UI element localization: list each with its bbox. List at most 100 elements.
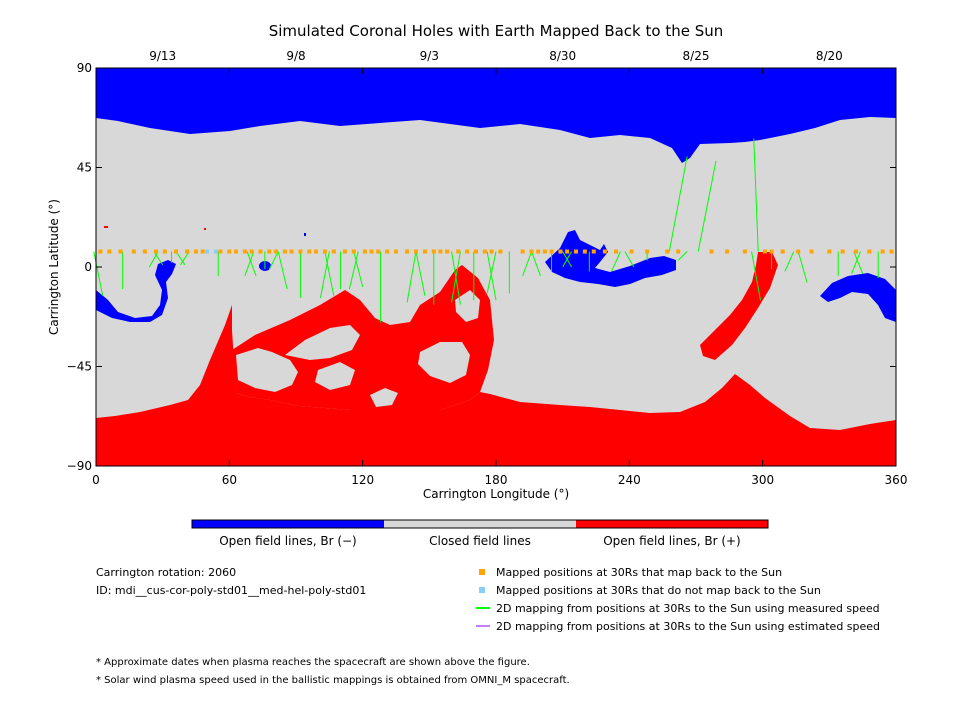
mapped-point bbox=[549, 249, 554, 254]
mapped-point bbox=[558, 249, 563, 254]
note-dates: * Approximate dates when plasma reaches … bbox=[96, 657, 530, 668]
mapped-point bbox=[769, 249, 774, 254]
mapping-line bbox=[415, 251, 426, 296]
mapped-point bbox=[880, 249, 885, 254]
mapped-point bbox=[431, 249, 436, 254]
mapped-point bbox=[854, 249, 858, 254]
mapped-point bbox=[234, 249, 238, 254]
mapped-point bbox=[194, 249, 198, 254]
mapped-point bbox=[529, 249, 534, 254]
legend-estimated: 2D mapping from positions at 30Rs to the… bbox=[496, 620, 881, 633]
mapped-point bbox=[780, 249, 785, 254]
mapped-point bbox=[200, 249, 205, 254]
mapped-point bbox=[445, 249, 450, 254]
mapping-line bbox=[853, 251, 864, 274]
y-axis-label: Carrington Latitude (°) bbox=[47, 199, 61, 335]
mapped-point bbox=[536, 249, 541, 254]
mapped-point bbox=[258, 249, 263, 254]
mapped-point bbox=[676, 249, 681, 254]
date-label: 8/25 bbox=[683, 49, 710, 63]
mapping-line bbox=[348, 251, 359, 290]
mapped-point bbox=[482, 249, 487, 254]
mapped-point bbox=[249, 249, 254, 254]
mapped-point bbox=[107, 249, 112, 254]
mapping-line bbox=[751, 251, 761, 301]
mapping-line bbox=[244, 251, 255, 277]
mapped-point bbox=[602, 249, 607, 254]
legend-mapped: Mapped positions at 30Rs that map back t… bbox=[496, 566, 783, 579]
mapped-point bbox=[629, 249, 634, 254]
mapping-line bbox=[668, 156, 688, 252]
mapped-point bbox=[840, 249, 845, 254]
mapped-point bbox=[227, 249, 232, 254]
mapping-line bbox=[277, 251, 288, 290]
date-label: 8/20 bbox=[816, 49, 843, 63]
mapped-point bbox=[307, 249, 312, 254]
negative-hole-west bbox=[96, 260, 176, 322]
mapping-line bbox=[353, 251, 364, 288]
not-mapped-swatch bbox=[479, 587, 485, 593]
mapped-point bbox=[394, 249, 398, 254]
mapped-point bbox=[274, 249, 278, 254]
mapped-point bbox=[474, 249, 478, 254]
plot-area bbox=[93, 67, 897, 467]
closed-island-2 bbox=[285, 325, 360, 360]
mapped-point bbox=[282, 249, 287, 254]
mapped-point bbox=[98, 249, 103, 254]
id-info: ID: mdi__cus-cor-poly-std01__med-hel-pol… bbox=[96, 584, 367, 597]
mapped-point bbox=[867, 249, 872, 254]
mapped-point bbox=[185, 249, 190, 254]
mapped-point bbox=[465, 249, 470, 254]
mapped-point bbox=[796, 249, 801, 254]
x-axis-label: Carrington Longitude (°) bbox=[423, 487, 569, 501]
mapping-line bbox=[406, 251, 417, 303]
mapped-point bbox=[298, 249, 303, 254]
date-label: 9/13 bbox=[149, 49, 176, 63]
colorbar-label-positive: Open field lines, Br (+) bbox=[603, 534, 741, 548]
not-mapped-point bbox=[214, 249, 218, 254]
colorbar-frame bbox=[191, 519, 769, 529]
mapped-point bbox=[827, 249, 832, 254]
rotation-info: Carrington rotation: 2060 bbox=[96, 566, 237, 579]
mapped-point bbox=[405, 249, 410, 254]
mapped-point bbox=[174, 249, 178, 254]
mapped-point bbox=[665, 249, 670, 254]
mapping-line bbox=[784, 251, 795, 272]
mapped-point bbox=[614, 249, 618, 254]
mapped-point bbox=[725, 249, 730, 254]
mapped-point bbox=[709, 249, 714, 254]
tiny-negative-spot bbox=[304, 233, 306, 236]
mapped-point bbox=[162, 249, 167, 254]
mapped-swatch bbox=[479, 569, 485, 575]
mapping-line bbox=[851, 251, 861, 274]
mapping-line bbox=[531, 251, 541, 277]
x-tick-label: 360 bbox=[885, 473, 908, 487]
mapped-point bbox=[118, 249, 123, 254]
mapping-lines-group bbox=[93, 138, 879, 323]
mapping-line bbox=[797, 251, 808, 283]
mapped-point bbox=[574, 249, 578, 254]
mapped-point bbox=[489, 249, 494, 254]
mapping-line bbox=[522, 251, 533, 277]
legend-measured: 2D mapping from positions at 30Rs to the… bbox=[496, 602, 880, 615]
x-tick-label: 60 bbox=[222, 473, 237, 487]
tiny-positive-spot-2 bbox=[204, 228, 206, 230]
mapped-point bbox=[456, 249, 461, 254]
north-polar-negative-hole bbox=[96, 68, 896, 163]
mapping-line bbox=[697, 160, 717, 252]
mapping-line bbox=[324, 251, 335, 296]
mapped-point bbox=[242, 249, 247, 254]
date-label: 9/3 bbox=[420, 49, 439, 63]
mapped-point bbox=[438, 249, 443, 254]
mapping-line bbox=[753, 138, 759, 252]
note-speed: * Solar wind plasma speed used in the ba… bbox=[96, 675, 570, 686]
mapping-line bbox=[319, 251, 330, 299]
closed-island-4 bbox=[370, 388, 398, 407]
x-tick-label: 180 bbox=[485, 473, 508, 487]
colorbar-positive bbox=[576, 520, 768, 528]
colorbar-closed bbox=[384, 520, 576, 528]
y-tick-label: 90 bbox=[77, 61, 92, 75]
colorbar: Open field lines, Br (−) Closed field li… bbox=[191, 519, 769, 548]
mapped-point bbox=[414, 249, 418, 254]
